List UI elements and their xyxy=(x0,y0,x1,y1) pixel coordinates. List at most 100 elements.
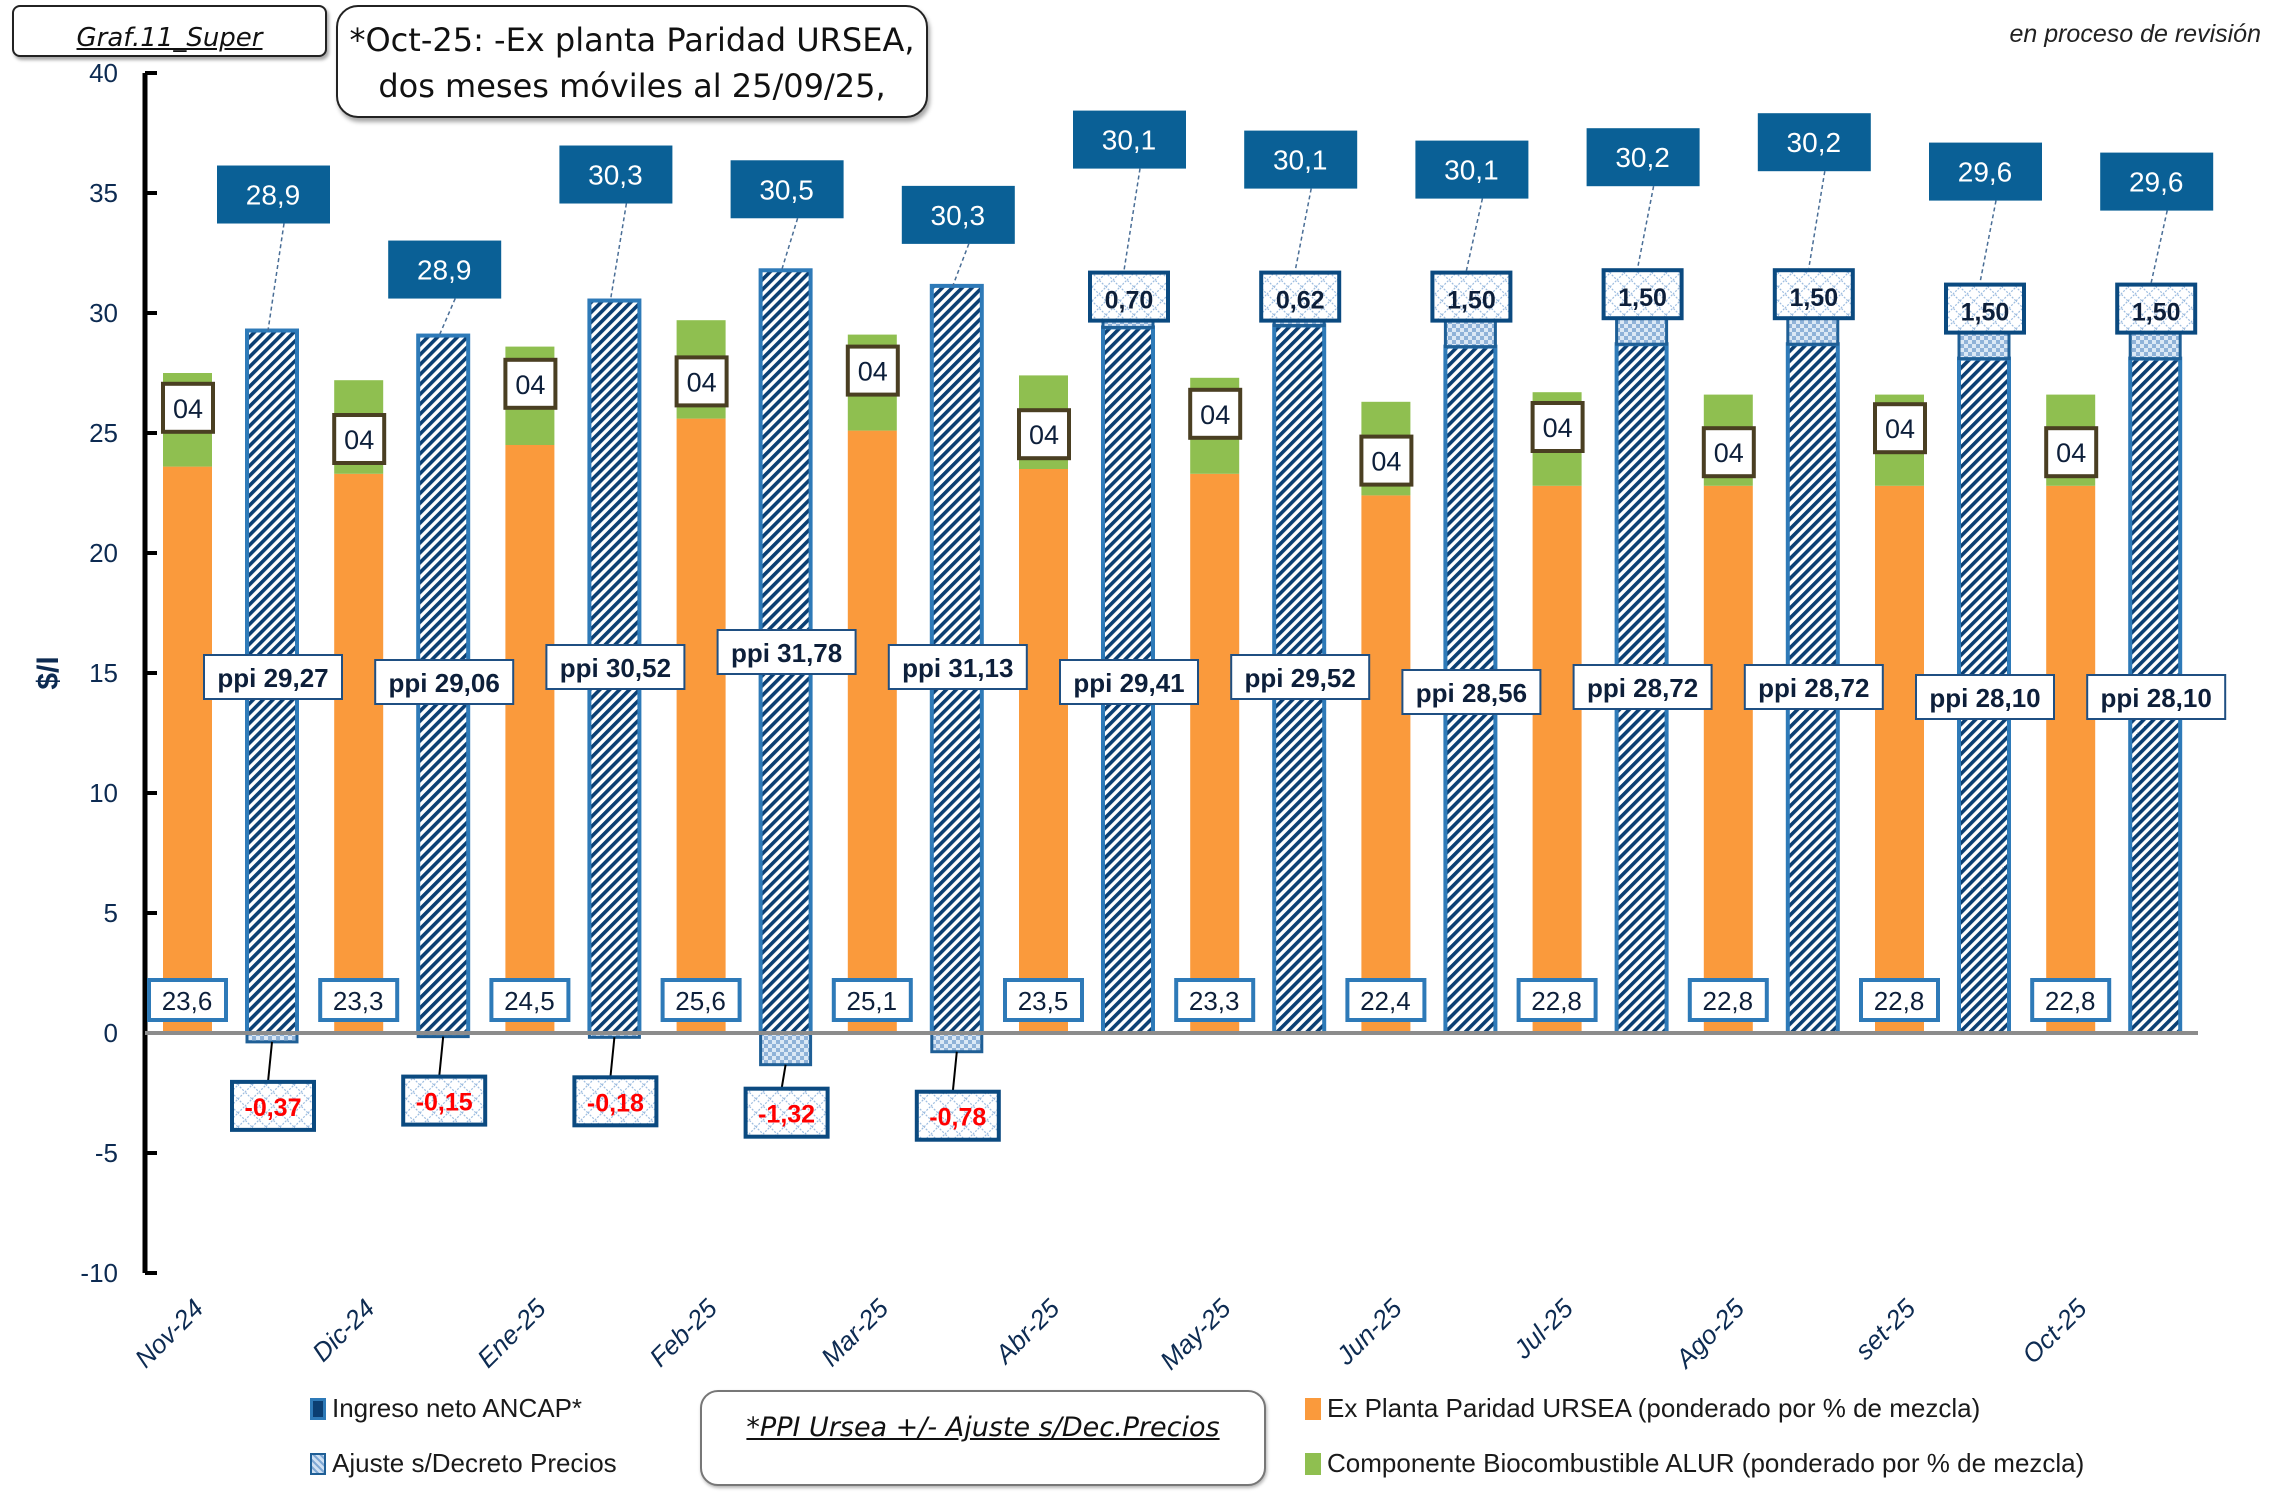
note-callout: *Oct-25: -Ex planta Paridad URSEA, dos m… xyxy=(336,5,928,118)
x-tick-label: Feb-25 xyxy=(643,1293,723,1373)
x-tick-label: Jul-25 xyxy=(1507,1293,1579,1365)
note-line-1: *Oct-25: -Ex planta Paridad URSEA, xyxy=(349,21,915,59)
adjust-label: 0,62 xyxy=(1276,287,1325,315)
footnote-text: *PPI Ursea +/- Ajuste s/Dec.Precios xyxy=(746,1412,1220,1443)
adjust-label-box xyxy=(401,1074,488,1127)
footnote-box: *PPI Ursea +/- Ajuste s/Dec.Precios xyxy=(700,1390,1266,1486)
note-line-2: dos meses móviles al 25/09/25, xyxy=(378,67,886,105)
ppi-label: ppi 28,56 xyxy=(1416,678,1527,708)
net-label: 28,9 xyxy=(246,180,301,211)
net-label: 30,1 xyxy=(1273,145,1328,176)
ppi-label: ppi 31,78 xyxy=(731,638,842,668)
bio-label-box xyxy=(503,357,558,410)
net-leader-line xyxy=(2150,210,2168,283)
x-tick-label: set-25 xyxy=(1849,1293,1922,1366)
ex-planta-label-box xyxy=(1003,978,1084,1022)
net-label-box xyxy=(1757,113,1871,172)
bar-ex-planta xyxy=(1875,485,1924,1033)
ppi-label-box xyxy=(1059,659,1199,705)
data-labels: 23,6 04 ppi 29,27 -0,37 28,9 23,3 04 ppi 29,06 -… xyxy=(147,110,2227,1142)
bio-label-box xyxy=(332,413,387,465)
ppi-label-box xyxy=(1230,654,1371,700)
ppi-label-box xyxy=(545,644,686,690)
x-tick-label: Nov-24 xyxy=(129,1293,209,1373)
adjust-label: 1,50 xyxy=(1618,284,1667,312)
adjust-label: 0,70 xyxy=(1105,287,1154,315)
ppi-label: ppi 30,52 xyxy=(560,653,671,683)
y-tick-label: 5 xyxy=(104,898,118,928)
net-label: 30,5 xyxy=(759,174,814,205)
ppi-label: ppi 29,06 xyxy=(389,668,500,698)
ex-planta-label: 22,8 xyxy=(1702,986,1753,1016)
bio-label-box xyxy=(1188,387,1243,440)
ex-planta-label-box xyxy=(2030,978,2112,1022)
x-tick-label: Dic-24 xyxy=(306,1293,380,1367)
net-label-box xyxy=(1415,140,1529,199)
adjust-label-box xyxy=(230,1079,316,1132)
ppi-label: ppi 31,13 xyxy=(902,653,1013,683)
bar-ex-planta xyxy=(1703,485,1753,1033)
ex-planta-label: 25,1 xyxy=(846,986,897,1016)
net-leader-line xyxy=(1123,168,1141,271)
bio-label-box xyxy=(1359,434,1414,487)
adjust-label-box xyxy=(914,1089,1001,1142)
bio-label: 04 xyxy=(173,394,203,424)
x-tick-label: Ene-25 xyxy=(471,1293,552,1374)
ex-planta-label: 23,3 xyxy=(1189,986,1240,1016)
adjust-label: 1,50 xyxy=(2132,299,2181,327)
legend-swatch-green-icon xyxy=(1305,1452,1321,1475)
adjust-label-box xyxy=(2115,282,2198,335)
ex-planta-label-box xyxy=(660,978,742,1022)
net-leader-line xyxy=(1808,171,1826,269)
adjust-leader-line xyxy=(267,1041,273,1082)
legend-swatch-orange-icon xyxy=(1305,1397,1321,1420)
ex-planta-label: 23,6 xyxy=(162,986,213,1016)
bio-label-box xyxy=(1701,426,1756,479)
net-leader-line xyxy=(438,298,456,336)
legend-swatch-adjust-icon xyxy=(310,1452,326,1475)
y-axis: 40 35 30 25 20 15 10 5 0 -5 -10 $/l xyxy=(32,58,157,1288)
adjust-label-box xyxy=(1772,268,1855,321)
legend-item-adjust: Ajuste s/Decreto Precios xyxy=(310,1448,617,1479)
bio-label: 04 xyxy=(1371,447,1401,477)
bar-ex-planta xyxy=(1361,495,1411,1033)
x-tick-label: Jun-25 xyxy=(1330,1293,1409,1372)
adjust-label: -0,37 xyxy=(245,1094,302,1122)
adjust-label-box xyxy=(1088,270,1170,323)
y-tick-label: -5 xyxy=(95,1138,118,1168)
ex-planta-label-box xyxy=(1174,978,1256,1022)
bio-label-box xyxy=(2044,426,2099,479)
net-label-box xyxy=(1929,142,2042,201)
net-label: 30,3 xyxy=(588,160,643,191)
bio-label: 04 xyxy=(1543,413,1573,443)
bio-label: 04 xyxy=(515,370,545,400)
net-label: 29,6 xyxy=(1958,157,2013,188)
ppi-label-box xyxy=(203,654,343,700)
net-leader-line xyxy=(267,223,285,331)
bio-label: 04 xyxy=(2056,438,2086,468)
ppi-label-box xyxy=(887,644,1028,690)
bio-label-box xyxy=(1873,402,1927,455)
y-tick-label: 10 xyxy=(89,778,118,808)
adjust-label: -0,15 xyxy=(416,1089,473,1117)
bio-label-box xyxy=(161,381,215,434)
net-leader-line xyxy=(1294,188,1312,271)
bar-ex-planta xyxy=(505,445,555,1033)
graph-id: Graf.11_Super xyxy=(76,23,263,53)
x-tick-label: Abr-25 xyxy=(988,1293,1066,1371)
adjust-label: -0,78 xyxy=(929,1104,986,1132)
net-label-box xyxy=(1073,110,1186,169)
ex-planta-label: 22,8 xyxy=(2045,986,2096,1016)
bio-label: 04 xyxy=(1714,438,1744,468)
ex-planta-label: 23,3 xyxy=(333,986,384,1016)
net-label-box xyxy=(2100,152,2214,211)
bar-ex-planta xyxy=(1190,473,1240,1033)
ppi-label: ppi 28,10 xyxy=(1929,683,2040,713)
adjust-label: 1,50 xyxy=(1789,284,1838,312)
y-tick-label: 0 xyxy=(104,1018,118,1048)
net-label-box xyxy=(901,185,1015,244)
x-tick-label: Mar-25 xyxy=(815,1293,894,1372)
net-label-box xyxy=(1244,130,1358,189)
ex-planta-label-box xyxy=(1516,978,1598,1022)
